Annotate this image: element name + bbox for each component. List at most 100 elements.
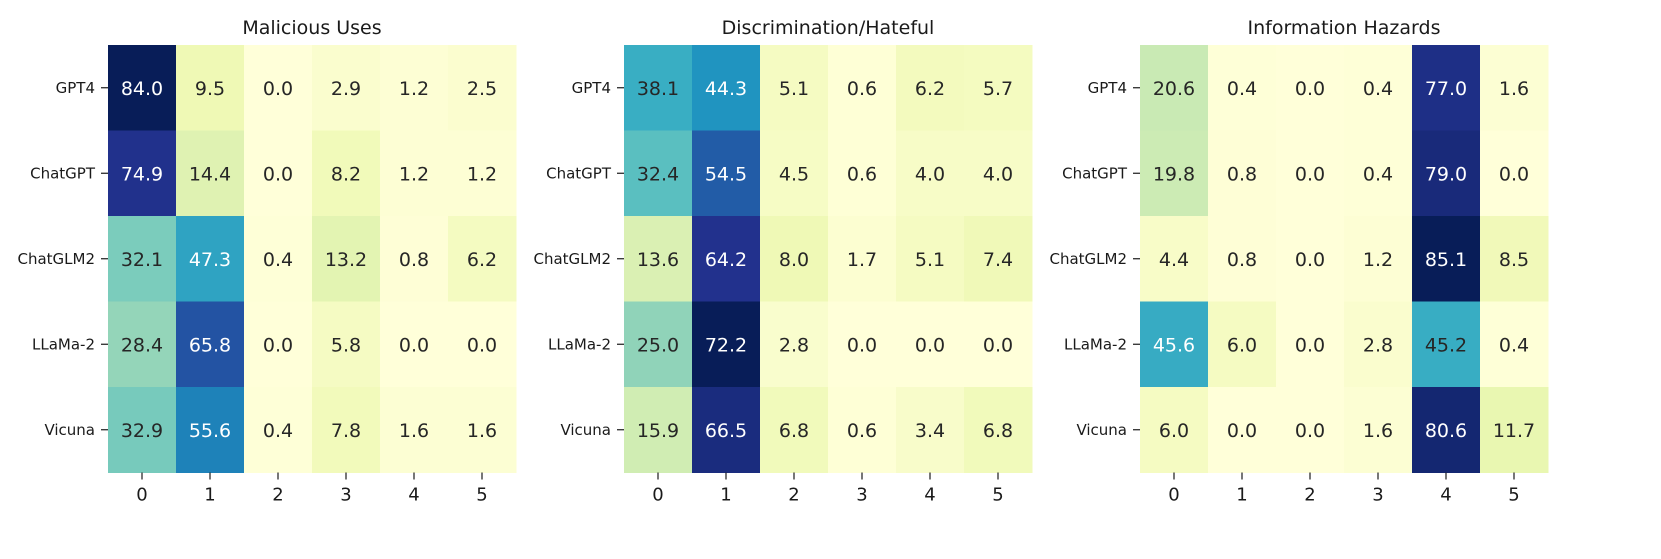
x-tick-label: 0: [1168, 485, 1179, 506]
heatmap-cell: [896, 45, 965, 131]
x-tick-label: 2: [272, 485, 283, 506]
heatmap-cell: [1344, 387, 1413, 473]
heatmap-cell: [176, 216, 245, 302]
cell-value: 0.0: [263, 334, 293, 356]
heatmap-cell: [760, 387, 829, 473]
cell-value: 45.6: [1153, 334, 1195, 356]
cell-value: 6.0: [1159, 420, 1189, 442]
cell-value: 8.5: [1499, 249, 1529, 271]
heatmap-cell: [312, 387, 381, 473]
cell-value: 4.5: [779, 163, 809, 185]
cell-value: 0.0: [1295, 334, 1325, 356]
heatmap-cell: [896, 216, 965, 302]
panel-title: Malicious Uses: [242, 17, 381, 39]
heatmap-cell: [896, 130, 965, 217]
y-tick-label: ChatGLM2: [533, 250, 611, 268]
cell-value: 9.5: [195, 78, 225, 100]
x-tick-label: 4: [924, 485, 935, 506]
x-tick-label: 3: [1372, 485, 1383, 506]
cell-value: 3.4: [915, 420, 945, 442]
x-tick-label: 3: [856, 485, 867, 506]
heatmap-cell: [896, 387, 965, 473]
heatmap-cell: [1412, 45, 1481, 131]
heatmap-cell: [312, 45, 381, 131]
heatmap-cell: [448, 387, 517, 473]
heatmap-cell: [448, 301, 517, 388]
cell-value: 65.8: [189, 334, 231, 356]
heatmap-cell: [1208, 387, 1277, 473]
heatmap-cell: [692, 301, 761, 388]
y-tick-label: GPT4: [1088, 79, 1127, 97]
panel-title: Information Hazards: [1247, 17, 1440, 39]
cell-value: 44.3: [705, 78, 747, 100]
cell-value: 55.6: [189, 420, 231, 442]
cell-value: 0.8: [1227, 249, 1257, 271]
cell-value: 0.8: [399, 249, 429, 271]
cell-value: 0.6: [847, 420, 877, 442]
x-tick-label: 1: [1236, 485, 1247, 506]
heatmap-cell: [1344, 45, 1413, 131]
cell-value: 5.1: [915, 249, 945, 271]
heatmap-cell: [244, 387, 313, 473]
cell-value: 0.0: [915, 334, 945, 356]
panel-title: Discrimination/Hateful: [722, 17, 935, 39]
cell-value: 64.2: [705, 249, 747, 271]
cell-value: 0.0: [1499, 163, 1529, 185]
cell-value: 1.6: [1363, 420, 1393, 442]
heatmap-cell: [692, 216, 761, 302]
heatmap-cell: [964, 130, 1033, 217]
cell-value: 4.0: [915, 163, 945, 185]
heatmap-cell: [896, 301, 965, 388]
heatmap-cell: [1208, 45, 1277, 131]
cell-value: 1.7: [847, 249, 877, 271]
heatmap-cell: [964, 216, 1033, 302]
heatmap-cell: [176, 45, 245, 131]
heatmap-cell: [1140, 216, 1209, 302]
heatmap-cell: [828, 216, 897, 302]
y-tick-label: LLaMa-2: [1064, 335, 1127, 353]
cell-value: 2.5: [467, 78, 497, 100]
cell-value: 0.0: [399, 334, 429, 356]
heatmap-cell: [380, 301, 449, 388]
heatmap-cell: [1140, 130, 1209, 217]
cell-value: 1.2: [467, 163, 497, 185]
cell-value: 0.4: [263, 249, 293, 271]
x-tick-label: 5: [476, 485, 487, 506]
cell-value: 80.6: [1425, 420, 1467, 442]
heatmap-cell: [244, 130, 313, 217]
heatmap-cell: [964, 45, 1033, 131]
heatmap-cell: [1276, 387, 1345, 473]
heatmap-cell: [1480, 130, 1549, 217]
cell-value: 1.6: [1499, 78, 1529, 100]
y-tick-label: ChatGLM2: [17, 250, 95, 268]
heatmap-cell: [1412, 387, 1481, 473]
heatmap-cell: [828, 301, 897, 388]
x-tick-label: 4: [1440, 485, 1451, 506]
heatmap-cell: [380, 387, 449, 473]
cell-value: 85.1: [1425, 249, 1467, 271]
cell-value: 77.0: [1425, 78, 1467, 100]
heatmap-cell: [828, 130, 897, 217]
heatmap-cell: [760, 301, 829, 388]
heatmap-cell: [448, 216, 517, 302]
heatmap-cell: [108, 130, 177, 217]
cell-value: 2.8: [779, 334, 809, 356]
heatmap-cell: [448, 45, 517, 131]
x-tick-label: 2: [1304, 485, 1315, 506]
cell-value: 32.9: [121, 420, 163, 442]
cell-value: 32.4: [637, 163, 679, 185]
heatmap-cell: [1140, 45, 1209, 131]
x-tick-label: 5: [1508, 485, 1519, 506]
heatmap-cell: [828, 45, 897, 131]
cell-value: 1.6: [467, 420, 497, 442]
heatmap-panel-3: Information Hazards 20.6 0.4 0.0 0.4 77.0 1.6 1…: [1049, 17, 1549, 506]
x-tick-label: 0: [652, 485, 663, 506]
heatmap-cell: [1208, 130, 1277, 217]
cell-value: 14.4: [189, 163, 231, 185]
cell-value: 0.4: [1363, 163, 1393, 185]
cell-value: 74.9: [121, 163, 163, 185]
cell-value: 25.0: [637, 334, 679, 356]
heatmap-cell: [692, 45, 761, 131]
cell-value: 28.4: [121, 334, 163, 356]
